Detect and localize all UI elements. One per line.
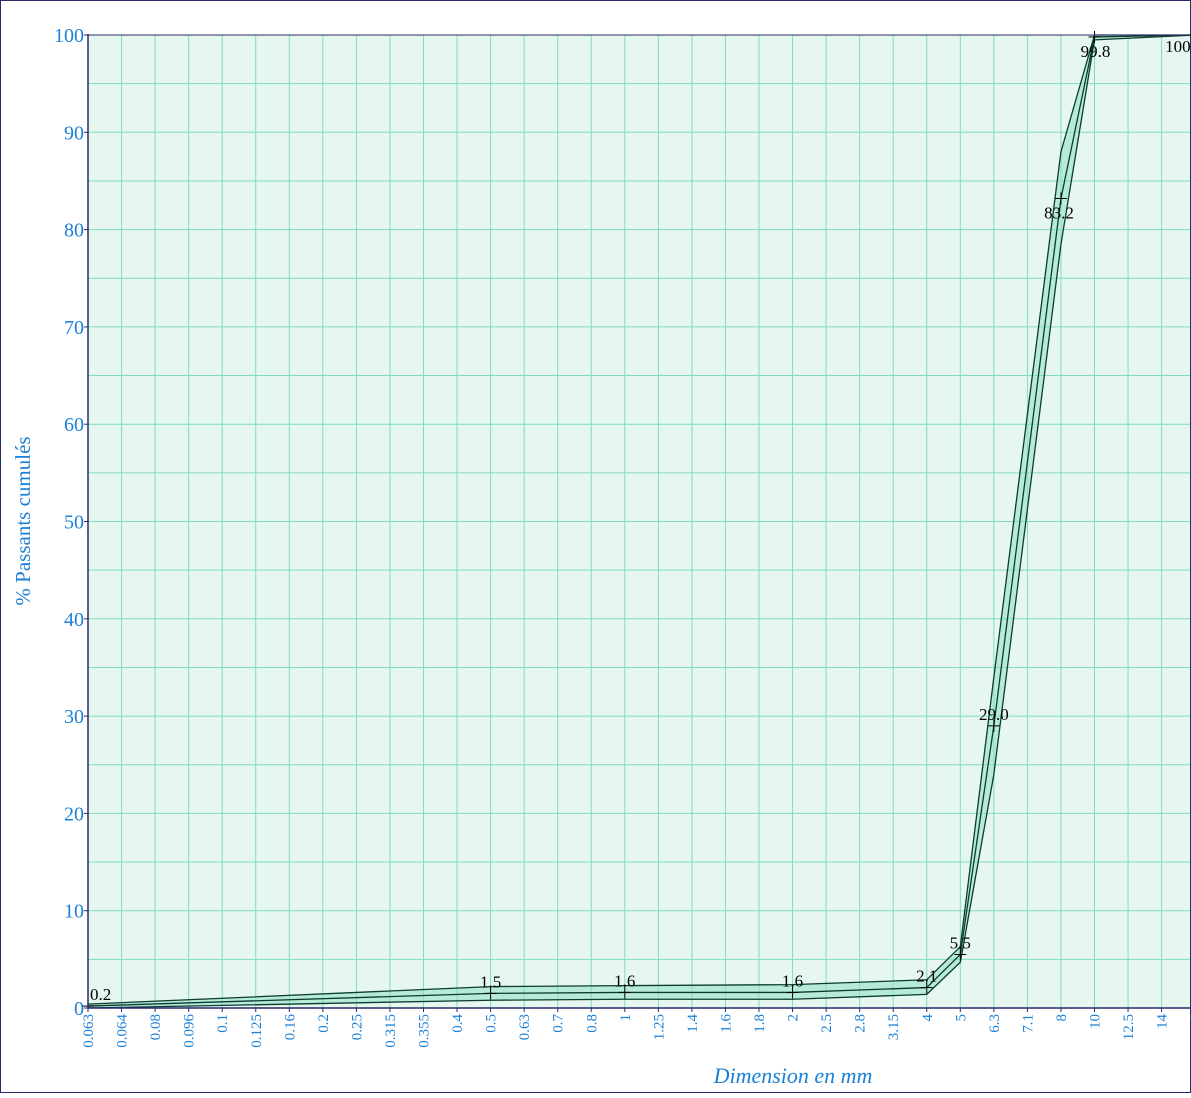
x-tick-label: 0.064 — [115, 1014, 131, 1048]
x-tick-label: 7.1 — [1020, 1014, 1036, 1033]
x-tick-label: 1.25 — [651, 1014, 667, 1040]
data-label: 1.6 — [782, 971, 803, 990]
x-tick-label: 2.5 — [819, 1014, 835, 1033]
data-label: 0.2 — [90, 985, 111, 1004]
y-axis-title: % Passants cumulés — [11, 436, 35, 605]
x-tick-label: 16 — [1188, 1014, 1191, 1030]
x-tick-label: 0.355 — [417, 1014, 433, 1048]
x-tick-label: 2.8 — [853, 1014, 869, 1033]
data-label: 99.8 — [1081, 42, 1111, 61]
data-label: 2.1 — [916, 967, 937, 986]
data-label: 5.5 — [950, 933, 971, 952]
mean-curve-line — [87, 34, 1191, 1007]
y-tick-label: 100 — [54, 25, 84, 47]
y-tick-label: 20 — [64, 803, 84, 825]
y-tick-label: 90 — [64, 122, 84, 144]
x-tick-label: 1 — [618, 1014, 634, 1022]
x-tick-label: 0.16 — [282, 1014, 298, 1041]
x-tick-label: 0.2 — [316, 1014, 332, 1033]
data-label: 100 — [1165, 37, 1191, 56]
x-tick-label: 1.8 — [752, 1014, 768, 1033]
x-tick-label: 5 — [953, 1014, 969, 1022]
lower-envelope-line — [87, 34, 1191, 1009]
y-tick-label: 60 — [64, 414, 84, 436]
y-tick-label: 10 — [64, 901, 84, 923]
x-tick-label: 4 — [920, 1014, 936, 1022]
x-tick-label: 1.4 — [685, 1014, 701, 1033]
x-tick-label: 6.3 — [987, 1014, 1003, 1033]
x-tick-label: 0.5 — [484, 1014, 500, 1033]
x-tick-label: 0.063 — [81, 1014, 97, 1048]
x-tick-label: 0.096 — [182, 1014, 198, 1048]
x-axis-title: Dimension en mm — [713, 1063, 873, 1088]
x-tick-label: 8 — [1054, 1014, 1070, 1022]
data-label: 1.5 — [480, 972, 501, 991]
x-tick-label: 0.125 — [249, 1014, 265, 1048]
x-tick-label: 10 — [1088, 1014, 1104, 1029]
x-tick-label: 0.315 — [383, 1014, 399, 1048]
x-tick-label: 0.63 — [517, 1014, 533, 1040]
x-tick-label: 2 — [786, 1014, 802, 1022]
y-tick-label: 40 — [64, 609, 84, 631]
x-tick-label: 0.1 — [215, 1014, 231, 1033]
x-tick-label: 0.8 — [584, 1014, 600, 1033]
y-tick-label: 30 — [64, 706, 84, 728]
x-tick-label: 14 — [1155, 1014, 1171, 1030]
x-tick-label: 0.4 — [450, 1014, 466, 1033]
upper-envelope-line — [87, 34, 1191, 1005]
y-tick-label: 0 — [74, 998, 84, 1020]
y-tick-label: 70 — [64, 317, 84, 339]
x-tick-label: 0.7 — [551, 1014, 567, 1033]
x-tick-label: 1.6 — [718, 1014, 734, 1033]
y-tick-label: 50 — [64, 512, 84, 534]
data-label: 29.0 — [979, 705, 1009, 724]
x-tick-label: 0.25 — [349, 1014, 365, 1040]
x-tick-label: 3.15 — [886, 1014, 902, 1040]
data-label: 1.6 — [614, 971, 635, 990]
y-tick-label: 80 — [64, 220, 84, 242]
data-label: 83.2 — [1044, 203, 1074, 222]
x-tick-label: 0.08 — [148, 1014, 164, 1040]
x-tick-label: 12.5 — [1121, 1014, 1137, 1040]
